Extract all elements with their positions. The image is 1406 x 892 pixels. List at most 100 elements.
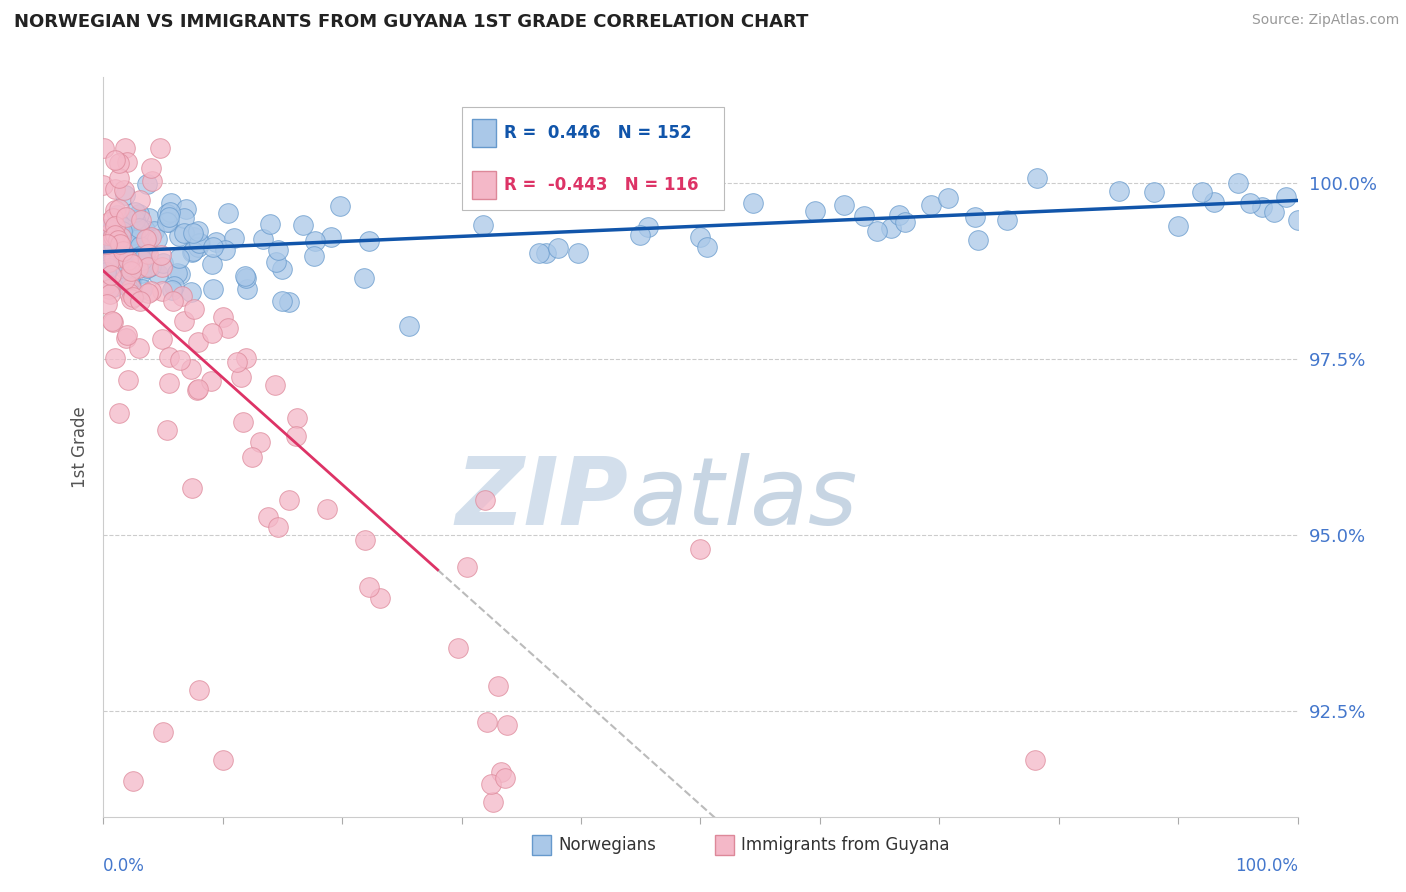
Point (97, 260, 120, 275)
Point (131, 282, 153, 296)
Point (329, 198, 352, 212)
Point (696, 240, 718, 254)
Point (131, 252, 153, 267)
Text: R =  -0.443   N = 116: R = -0.443 N = 116 (503, 176, 699, 194)
Point (167, 251, 190, 265)
Point (494, 771, 516, 785)
Point (134, 223, 156, 237)
Point (398, 318, 420, 333)
Point (266, 255, 288, 269)
Point (278, 492, 301, 507)
Point (217, 206, 239, 220)
Point (188, 236, 211, 251)
Point (217, 321, 239, 335)
Point (474, 492, 496, 507)
Point (1025, 171, 1047, 186)
Point (93, 141, 115, 155)
Point (1204, 195, 1226, 210)
Point (104, 222, 127, 236)
Point (136, 230, 159, 244)
Point (129, 294, 152, 309)
Point (187, 224, 209, 238)
Point (94, 265, 117, 279)
Point (666, 179, 689, 194)
Point (187, 240, 209, 254)
Point (267, 520, 290, 534)
Point (142, 224, 165, 238)
Point (108, 406, 131, 420)
Point (98, 282, 121, 296)
Point (201, 240, 224, 254)
Point (98, 215, 121, 229)
Point (141, 173, 163, 187)
Point (173, 314, 195, 328)
Point (91, 229, 114, 244)
Point (124, 220, 146, 235)
Point (157, 215, 180, 229)
Point (995, 212, 1018, 227)
Text: atlas: atlas (628, 453, 858, 544)
Point (111, 244, 134, 258)
Point (534, 246, 557, 260)
Point (181, 244, 204, 259)
Point (145, 232, 167, 246)
Point (120, 292, 142, 306)
Point (129, 194, 152, 208)
Point (91, 178, 114, 193)
Point (285, 429, 308, 443)
Point (96, 277, 118, 291)
Point (124, 205, 146, 219)
Point (146, 267, 169, 281)
Point (150, 260, 173, 274)
Point (131, 213, 153, 227)
Point (96, 237, 118, 252)
Point (235, 270, 257, 285)
Point (148, 141, 170, 155)
Point (482, 795, 505, 809)
Point (489, 764, 512, 779)
Point (486, 679, 509, 693)
Point (100, 268, 122, 282)
Point (292, 219, 315, 233)
Point (110, 230, 132, 244)
Point (1275, 190, 1298, 204)
Point (628, 228, 651, 243)
Point (97, 261, 120, 276)
Point (129, 239, 152, 253)
Point (120, 281, 142, 295)
Point (111, 260, 134, 274)
Point (115, 278, 138, 293)
Point (166, 266, 188, 280)
Point (118, 286, 141, 301)
Point (353, 271, 375, 285)
Point (101, 315, 124, 329)
Point (115, 155, 138, 169)
Point (117, 250, 139, 264)
Point (104, 227, 127, 242)
Point (152, 725, 174, 739)
Point (122, 290, 145, 304)
Point (120, 263, 142, 277)
Point (156, 423, 179, 437)
Point (107, 156, 129, 170)
Point (1263, 205, 1285, 219)
Point (201, 326, 224, 340)
Point (100, 254, 122, 268)
Point (115, 328, 138, 343)
Point (150, 248, 173, 262)
Point (1227, 176, 1250, 190)
Point (1286, 213, 1309, 227)
Point (111, 245, 134, 260)
Point (471, 219, 494, 233)
Point (894, 215, 917, 229)
Point (121, 256, 143, 270)
Point (136, 260, 159, 274)
Point (100, 230, 122, 244)
Point (456, 560, 478, 574)
Point (477, 715, 499, 730)
Point (163, 279, 186, 293)
Point (181, 244, 204, 258)
Point (357, 580, 380, 594)
Point (150, 284, 173, 298)
Point (136, 242, 159, 256)
